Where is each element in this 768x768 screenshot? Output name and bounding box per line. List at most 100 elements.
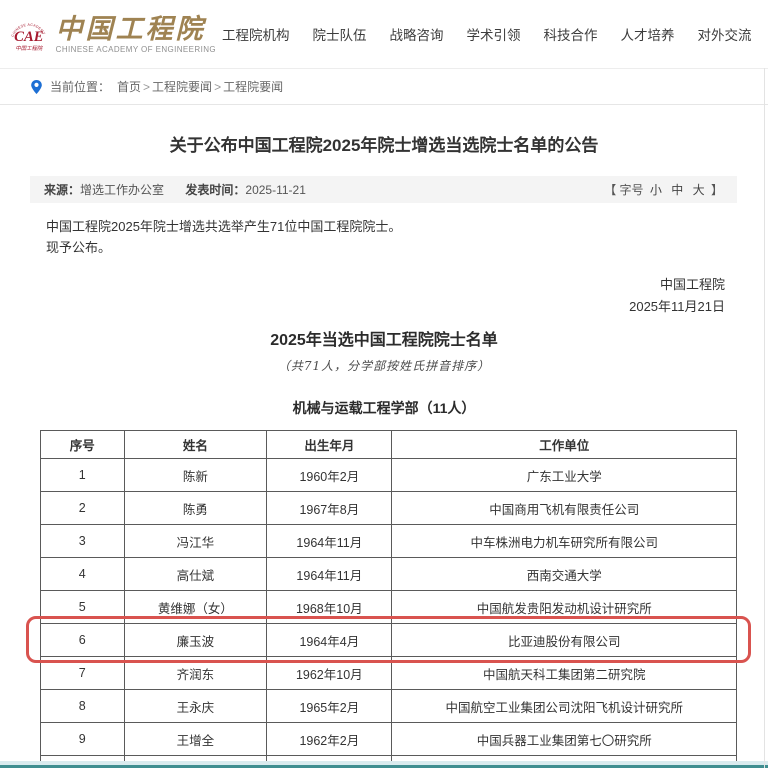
list-title: 2025年当选中国工程院院士名单 <box>270 332 498 349</box>
column-header: 姓名 <box>123 430 268 459</box>
cell-org: 广东工业大学 <box>391 458 737 492</box>
cell-org: 比亚迪股份有限公司 <box>391 623 737 657</box>
cell-name: 黄维娜（女） <box>123 590 268 624</box>
fontsize-close: 】 <box>710 183 723 197</box>
table-row: 8 王永庆 1965年2月 中国航空工业集团公司沈阳飞机设计研究所 <box>40 689 737 723</box>
table-row: 7 齐润东 1962年10月 中国航天科工集团第二研究院 <box>40 656 737 690</box>
table-row: 6 廉玉波 1964年4月 比亚迪股份有限公司 <box>40 623 737 657</box>
cell-birth: 1964年11月 <box>266 524 393 558</box>
cell-seq: 9 <box>40 722 125 756</box>
cell-name: 陈勇 <box>123 491 268 525</box>
cell-birth: 1968年10月 <box>266 590 393 624</box>
article-meta-bar: 来源：增选工作办公室 发表时间：2025-11-21 【 字号 小 中 大 】 <box>30 176 737 203</box>
column-header: 序号 <box>40 430 125 459</box>
cell-seq: 6 <box>40 623 125 657</box>
fontsize-small-button[interactable]: 小 <box>649 183 662 197</box>
cell-name: 齐润东 <box>123 656 268 690</box>
cell-name: 冯江华 <box>123 524 268 558</box>
signature-date: 2025年11月21日 <box>629 299 725 314</box>
footer-strip <box>0 761 768 768</box>
breadcrumb-link[interactable]: 工程院要闻 <box>223 80 284 94</box>
fontsize-controls: 【 字号 小 中 大 】 <box>604 181 723 198</box>
meta-left: 来源：增选工作办公室 发表时间：2025-11-21 <box>44 181 306 198</box>
meta-date: 发表时间：2025-11-21 <box>185 183 306 197</box>
nav-item-5[interactable]: 科技合作 <box>543 28 598 43</box>
table-row: 9 王增全 1962年2月 中国兵器工业集团第七〇研究所 <box>40 722 737 756</box>
breadcrumb: 当前位置： 首页 > 工程院要闻 > 工程院要闻 <box>0 68 768 105</box>
cell-birth: 1967年8月 <box>266 491 393 525</box>
cell-name: 王永庆 <box>123 689 268 723</box>
seal-letters: CAE <box>14 29 44 45</box>
cell-org: 中国航空工业集团公司沈阳飞机设计研究所 <box>391 689 737 723</box>
nav-item-7[interactable]: 对外交流 <box>697 28 752 43</box>
section-title: 机械与运载工程学部（11人） <box>292 400 476 416</box>
cell-org: 中国兵器工业集团第七〇研究所 <box>391 722 737 756</box>
breadcrumb-separator: > <box>143 80 151 94</box>
academician-table: 序号 姓名 出生年月 工作单位 1 陈新 1960年2月 广东工业大学 2 陈勇 1967年8月中… <box>40 430 737 768</box>
signature-block: 中国工程院 2025年11月21日 <box>0 274 725 318</box>
cell-name: 高仕斌 <box>123 557 268 591</box>
cell-org: 中国航发贵阳发动机设计研究所 <box>391 590 737 624</box>
cell-birth: 1962年10月 <box>266 656 393 690</box>
page-right-border <box>764 68 765 768</box>
paragraph: 中国工程院2025年院士增选共选举产生71位中国工程院院士。 <box>46 219 402 234</box>
nav-item-6[interactable]: 人才培养 <box>620 28 675 43</box>
cell-birth: 1964年11月 <box>266 557 393 591</box>
cell-birth: 1964年4月 <box>266 623 393 657</box>
fontsize-medium-button[interactable]: 中 <box>671 183 684 197</box>
meta-source-label: 来源： <box>44 183 81 197</box>
cell-org: 中国商用飞机有限责任公司 <box>391 491 737 525</box>
cell-org: 中国航天科工集团第二研究院 <box>391 656 737 690</box>
main-nav: 工程院机构院士队伍战略咨询学术引领科技合作人才培养对外交流互动交流 <box>222 24 768 44</box>
breadcrumb-link[interactable]: 首页 <box>117 80 142 94</box>
cell-seq: 8 <box>40 689 125 723</box>
article-body: 中国工程院2025年院士增选共选举产生71位中国工程院院士。 现予公布。 <box>46 216 728 258</box>
table-row: 1 陈新 1960年2月 广东工业大学 <box>40 458 737 492</box>
cell-seq: 4 <box>40 557 125 591</box>
site-logo[interactable]: CHINESE ACADEMY OF ENGINEERING CAE 中国工程院… <box>8 6 216 62</box>
breadcrumb-separator: > <box>214 80 222 94</box>
table-row: 3 冯江华 1964年11月 中车株洲电力机车研究所有限公司 <box>40 524 737 558</box>
meta-date-label: 发表时间： <box>185 183 246 197</box>
nav-item-1[interactable]: 工程院机构 <box>222 28 290 43</box>
cell-birth: 1962年2月 <box>266 722 393 756</box>
cell-name: 廉玉波 <box>123 623 268 657</box>
fontsize-open: 【 字号 <box>604 183 644 197</box>
cell-seq: 1 <box>40 458 125 492</box>
fontsize-large-button[interactable]: 大 <box>692 183 705 197</box>
cell-name: 王增全 <box>123 722 268 756</box>
meta-source-value: 增选工作办公室 <box>80 183 165 197</box>
breadcrumb-items: 首页 > 工程院要闻 > 工程院要闻 <box>117 78 283 95</box>
table-row: 2 陈勇 1967年8月 中国商用飞机有限责任公司 <box>40 491 737 525</box>
cell-seq: 7 <box>40 656 125 690</box>
cell-seq: 5 <box>40 590 125 624</box>
seal-caption: 中国工程院 <box>15 45 44 52</box>
table-header-row: 序号 姓名 出生年月 工作单位 <box>40 430 737 459</box>
cell-birth: 1960年2月 <box>266 458 393 492</box>
paragraph: 现予公布。 <box>46 240 112 255</box>
nav-item-4[interactable]: 学术引领 <box>466 28 521 43</box>
cell-seq: 2 <box>40 491 125 525</box>
nav-item-2[interactable]: 院士队伍 <box>312 28 367 43</box>
cell-seq: 3 <box>40 524 125 558</box>
page-title: 关于公布中国工程院2025年院士增选当选院士名单的公告 <box>169 136 599 155</box>
brand-name-cn: 中国工程院 <box>55 13 206 45</box>
cae-seal-icon: CHINESE ACADEMY OF ENGINEERING CAE 中国工程院 <box>8 9 46 52</box>
location-pin-icon <box>31 79 42 94</box>
meta-source: 来源：增选工作办公室 <box>44 183 164 197</box>
signature-org: 中国工程院 <box>659 277 725 292</box>
breadcrumb-link[interactable]: 工程院要闻 <box>152 80 213 94</box>
table-row: 4 高仕斌 1964年11月 西南交通大学 <box>40 557 737 591</box>
cell-birth: 1965年2月 <box>266 689 393 723</box>
cell-org: 西南交通大学 <box>391 557 737 591</box>
breadcrumb-label: 当前位置： <box>50 80 111 94</box>
nav-item-3[interactable]: 战略咨询 <box>389 28 444 43</box>
site-header: CHINESE ACADEMY OF ENGINEERING CAE 中国工程院… <box>0 0 768 68</box>
meta-date-value: 2025-11-21 <box>245 183 306 197</box>
table-row: 5 黄维娜（女） 1968年10月 中国航发贵阳发动机设计研究所 <box>40 590 737 624</box>
brand-name-en: CHINESE ACADEMY OF ENGINEERING <box>55 44 216 54</box>
column-header: 工作单位 <box>391 430 737 459</box>
cell-name: 陈新 <box>123 458 268 492</box>
table-wrap: 序号 姓名 出生年月 工作单位 1 陈新 1960年2月 广东工业大学 2 陈勇 1967年8月中… <box>26 430 751 768</box>
list-subtitle: （共71人，分学部按姓氏拼音排序） <box>277 359 491 373</box>
